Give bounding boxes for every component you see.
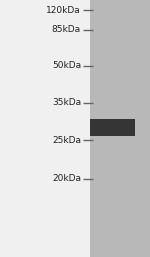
Bar bbox=[90, 0, 150, 257]
Text: 35kDa: 35kDa bbox=[52, 98, 81, 107]
Bar bbox=[90, 119, 135, 136]
Text: 25kDa: 25kDa bbox=[52, 135, 81, 145]
Text: 20kDa: 20kDa bbox=[52, 174, 81, 183]
Text: 85kDa: 85kDa bbox=[52, 25, 81, 34]
Text: 50kDa: 50kDa bbox=[52, 61, 81, 70]
Text: 120kDa: 120kDa bbox=[46, 6, 81, 15]
